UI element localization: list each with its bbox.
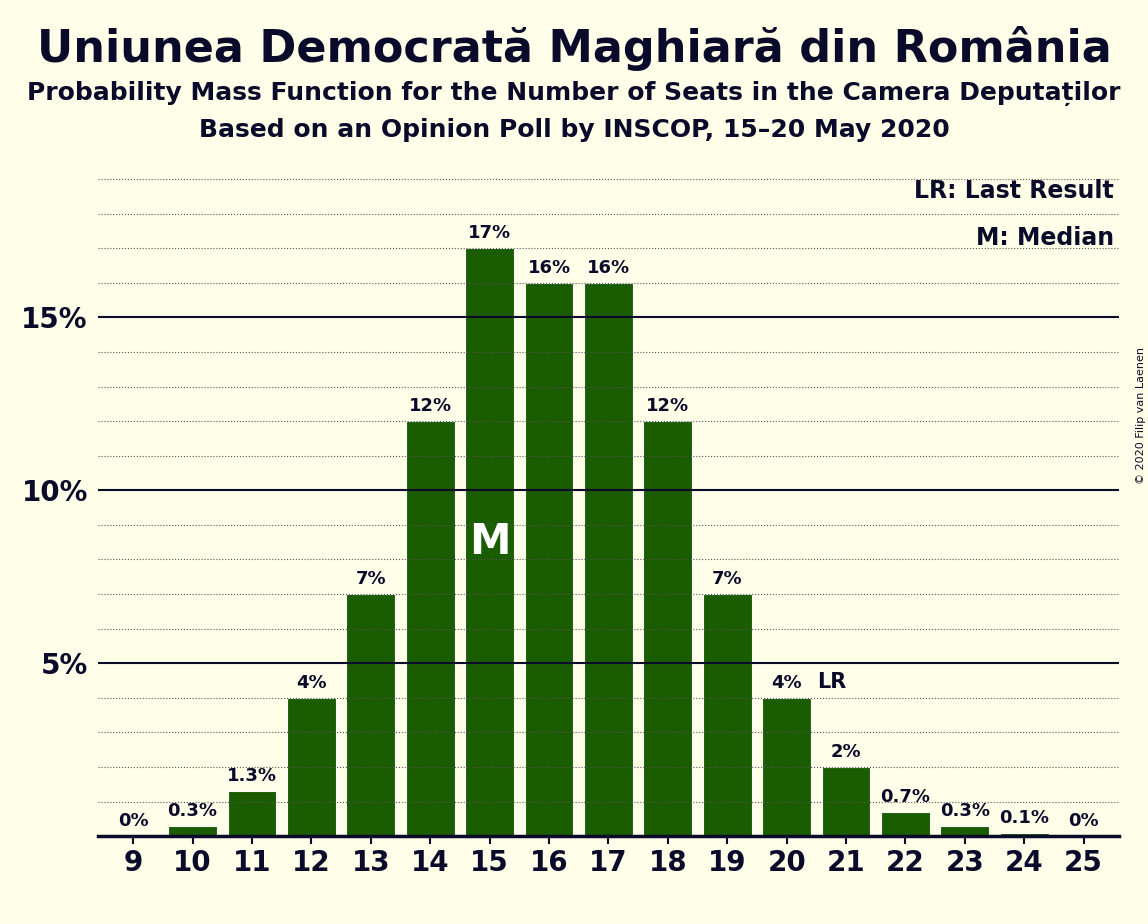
Text: 0%: 0%: [118, 812, 148, 830]
Text: Probability Mass Function for the Number of Seats in the Camera Deputaților: Probability Mass Function for the Number…: [28, 81, 1120, 106]
Bar: [169, 826, 217, 836]
Text: 0.3%: 0.3%: [168, 802, 218, 820]
Bar: [406, 421, 455, 836]
Text: 17%: 17%: [468, 224, 511, 242]
Text: LR: Last Result: LR: Last Result: [915, 178, 1115, 202]
Bar: [822, 767, 870, 836]
Bar: [465, 249, 514, 836]
Text: M: Median: M: Median: [976, 225, 1115, 249]
Text: 0.7%: 0.7%: [881, 788, 930, 806]
Bar: [882, 812, 930, 836]
Text: 0%: 0%: [1069, 812, 1099, 830]
Text: 16%: 16%: [527, 259, 571, 276]
Bar: [227, 791, 277, 836]
Text: M: M: [468, 521, 511, 564]
Text: Uniunea Democrată Maghiară din România: Uniunea Democrată Maghiară din România: [37, 26, 1111, 71]
Bar: [287, 698, 335, 836]
Text: 4%: 4%: [296, 674, 327, 692]
Text: 0.1%: 0.1%: [999, 808, 1049, 827]
Text: 2%: 2%: [831, 743, 861, 760]
Text: 12%: 12%: [409, 397, 452, 415]
Text: 4%: 4%: [771, 674, 802, 692]
Bar: [940, 826, 990, 836]
Text: 12%: 12%: [646, 397, 690, 415]
Bar: [1000, 833, 1048, 836]
Text: 0.3%: 0.3%: [940, 802, 990, 820]
Text: 7%: 7%: [712, 570, 743, 588]
Bar: [584, 283, 633, 836]
Text: 16%: 16%: [587, 259, 630, 276]
Text: Based on an Opinion Poll by INSCOP, 15–20 May 2020: Based on an Opinion Poll by INSCOP, 15–2…: [199, 118, 949, 142]
Text: LR: LR: [817, 672, 847, 692]
Text: 7%: 7%: [356, 570, 386, 588]
Bar: [703, 594, 752, 836]
Text: © 2020 Filip van Laenen: © 2020 Filip van Laenen: [1135, 347, 1146, 484]
Bar: [762, 698, 810, 836]
Bar: [644, 421, 692, 836]
Bar: [347, 594, 395, 836]
Text: 1.3%: 1.3%: [227, 767, 277, 785]
Bar: [525, 283, 573, 836]
